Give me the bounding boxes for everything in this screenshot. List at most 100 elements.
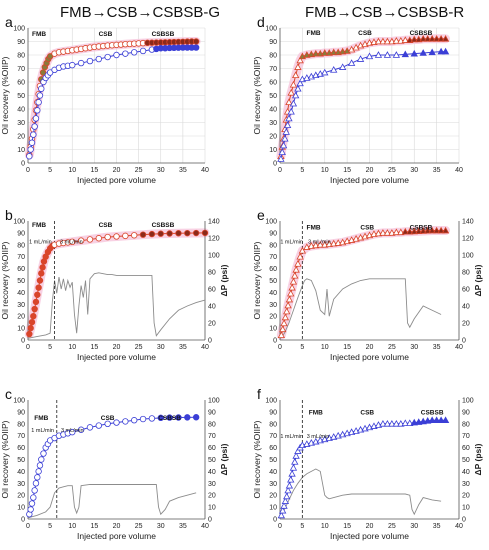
panel-d-x-tick-label: 10 bbox=[321, 167, 329, 174]
panel-a-y-axis-label: Oil recovery (%OIIP) bbox=[0, 56, 10, 134]
panel-c-series-0-point bbox=[35, 468, 42, 475]
panel-d-series-1-point bbox=[356, 55, 365, 62]
panel-c-series-0-point bbox=[86, 424, 94, 431]
panel-e-y2-axis-label: ΔP (psi) bbox=[473, 264, 483, 296]
panel-d-x-tick-label: 5 bbox=[300, 167, 304, 174]
panel-e-series-0-point bbox=[383, 229, 392, 236]
panel-a-x-tick-label: 5 bbox=[48, 167, 52, 174]
panel-e-y-tick-label: 30 bbox=[269, 302, 277, 309]
panel-c-y-tick-label: 0 bbox=[21, 517, 25, 524]
panel-c-y-tick-label: 100 bbox=[13, 398, 25, 405]
panel-f-y-tick-label: 100 bbox=[265, 398, 277, 405]
panel-b-phase-label: FMB bbox=[32, 222, 46, 229]
panel-d-series-0-point bbox=[291, 71, 300, 79]
panel-b-series-0-point bbox=[130, 232, 138, 239]
panel-f-y-tick-label: 40 bbox=[269, 469, 277, 476]
panel-a-x-tick-label: 0 bbox=[26, 167, 30, 174]
panel-c-series-0-point bbox=[34, 474, 41, 481]
panel-c-rate-label: 3 mL/min bbox=[61, 428, 84, 434]
panel-f-series-0-point bbox=[379, 419, 387, 427]
panel-c-series-0-point bbox=[28, 500, 36, 507]
panel-e-y-tick-label: 40 bbox=[269, 290, 277, 297]
panel-d-series-1-point bbox=[296, 79, 304, 87]
panel-a-series-1-point bbox=[69, 61, 76, 69]
panel-e-x-tick-label: 20 bbox=[366, 344, 374, 351]
panel-c-y-tick-label: 10 bbox=[17, 505, 25, 512]
panel-d-series-1-point bbox=[428, 48, 436, 56]
panel-a-phase-label: FMB bbox=[32, 31, 46, 38]
panel-c-phase-label: CSBSB bbox=[158, 415, 181, 422]
panel-e-series-0-point bbox=[277, 331, 286, 339]
panel-c-series-0-point bbox=[130, 417, 138, 424]
panel-d-x-tick-label: 20 bbox=[366, 167, 374, 174]
panel-c-rate-label: 1 mL/min bbox=[31, 428, 54, 434]
panel-a-series-1-point bbox=[95, 55, 102, 63]
panel-e-series-0-point bbox=[283, 307, 291, 315]
panel-c-y-tick-label: 20 bbox=[17, 493, 25, 500]
panel-d-y-axis-label: Oil recovery (%OIIP) bbox=[252, 56, 262, 134]
panel-d-series-1-point bbox=[281, 134, 289, 142]
panel-e-series-0-point bbox=[316, 240, 324, 248]
panel-e-y2-tick-label: 40 bbox=[462, 304, 470, 311]
panel-a-y-tick-label: 70 bbox=[17, 66, 25, 73]
panel-c-y2-tick-label: 30 bbox=[208, 481, 216, 488]
panel-c-series-0-point bbox=[139, 415, 147, 423]
panel-f-rate-label: 3 mL/min bbox=[307, 434, 330, 440]
panel-e-phase-label: CSB bbox=[360, 224, 374, 231]
panel-c-series-0-point bbox=[32, 480, 40, 487]
panel-c-series-0-point bbox=[38, 456, 45, 463]
panel-d-phase-label: CSB bbox=[358, 30, 372, 37]
panel-d-series-0-point bbox=[312, 49, 320, 57]
panel-b-y2-tick-label: 40 bbox=[208, 304, 216, 311]
panel-a-series-1-point bbox=[26, 153, 33, 160]
panel-f-x-tick-label: 10 bbox=[321, 523, 329, 530]
panel-a-series-1-point bbox=[139, 47, 147, 55]
panel-e-series-0-point bbox=[406, 227, 414, 235]
panel-d-x-tick-label: 35 bbox=[433, 167, 441, 174]
panel-f-y-tick-label: 20 bbox=[269, 493, 277, 500]
panel-f-y-tick-label: 60 bbox=[269, 445, 277, 452]
panel-d-series-0-point bbox=[432, 34, 441, 42]
panel-c-series-0-point bbox=[122, 418, 129, 425]
panel-b-y2-tick-label: 140 bbox=[208, 219, 220, 226]
panel-f-y2-tick-label: 0 bbox=[462, 517, 466, 524]
panel-f-x-tick-label: 0 bbox=[278, 523, 282, 530]
panel-e-y2-tick-label: 20 bbox=[462, 321, 470, 328]
panel-c-x-tick-label: 35 bbox=[179, 523, 187, 530]
panel-a-series-1-point bbox=[27, 146, 34, 153]
panel-e-phase-label: CSBSB bbox=[410, 224, 433, 231]
column-title-right: FMB→CSB→CSBSB-R bbox=[305, 4, 465, 21]
panel-f-y2-tick-label: 10 bbox=[462, 505, 470, 512]
panel-b-series-0-point bbox=[38, 270, 45, 277]
panel-b-y-tick-label: 100 bbox=[13, 219, 25, 226]
panel-a-series-1-point bbox=[113, 51, 120, 59]
panel-b-y-tick-label: 30 bbox=[17, 302, 25, 309]
panel-c-series-0-point bbox=[113, 419, 120, 426]
panel-b-series-0-point bbox=[35, 284, 42, 291]
panel-f-x-axis-label: Injected pore volume bbox=[330, 531, 409, 541]
panel-b-series-0-point bbox=[148, 230, 156, 238]
panel-b-y-tick-label: 10 bbox=[17, 326, 25, 333]
panel-b-series-0-point bbox=[157, 230, 164, 237]
panel-b-x-tick-label: 15 bbox=[90, 344, 98, 351]
panel-e-x-tick-label: 5 bbox=[300, 344, 304, 351]
panel-d-x-tick-label: 40 bbox=[455, 167, 463, 174]
panel-a-x-tick-label: 40 bbox=[201, 167, 209, 174]
panel-a-x-tick-label: 35 bbox=[179, 167, 187, 174]
panel-d-x-tick-label: 0 bbox=[278, 167, 282, 174]
panel-a-y-tick-label: 10 bbox=[17, 147, 25, 154]
panel-d-series-0-point bbox=[321, 49, 329, 56]
panel-b-series-0-point bbox=[95, 235, 102, 242]
panel-e-series-0-point bbox=[298, 246, 307, 254]
panel-f-series-0-point bbox=[291, 458, 299, 465]
panel-f-y2-tick-label: 80 bbox=[462, 421, 470, 428]
panel-f-y2-tick-label: 20 bbox=[462, 493, 470, 500]
panel-d-series-0-point bbox=[441, 34, 450, 42]
panel-f-series-0-point bbox=[441, 416, 450, 424]
panel-d-series-1-point bbox=[383, 51, 392, 58]
panel-a-series-0-point bbox=[192, 38, 200, 45]
panel-b-series-0-point bbox=[34, 291, 41, 298]
panel-d-series-1-point bbox=[285, 114, 293, 122]
panel-d-series-0-point bbox=[330, 48, 338, 56]
panel-c-y-tick-label: 40 bbox=[17, 469, 25, 476]
